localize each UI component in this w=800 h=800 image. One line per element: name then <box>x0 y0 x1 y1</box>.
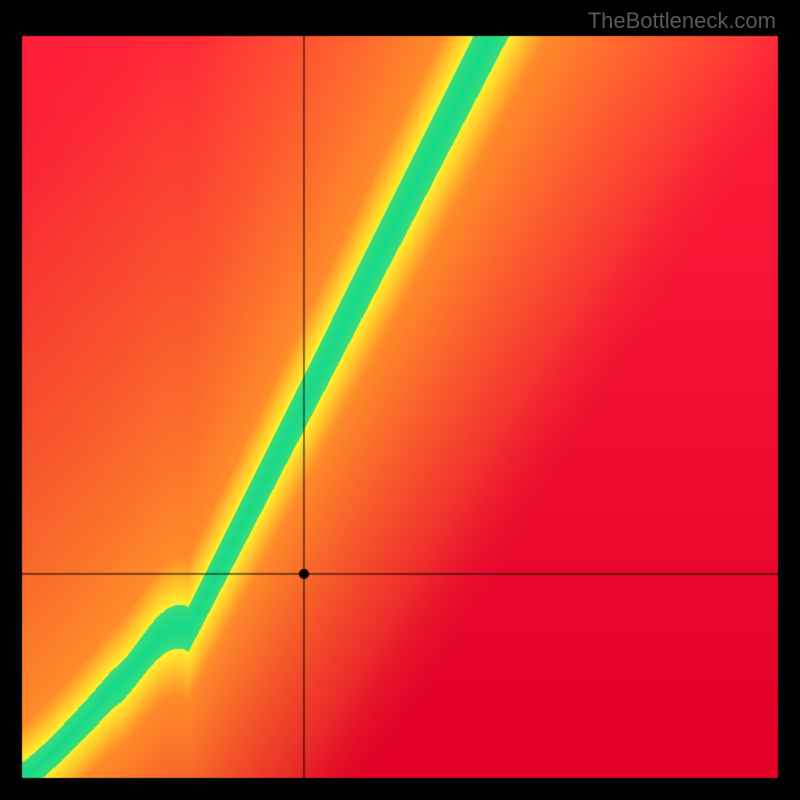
credit-label: TheBottleneck.com <box>588 8 776 34</box>
heatmap-canvas <box>0 0 800 800</box>
chart-container: TheBottleneck.com <box>0 0 800 800</box>
